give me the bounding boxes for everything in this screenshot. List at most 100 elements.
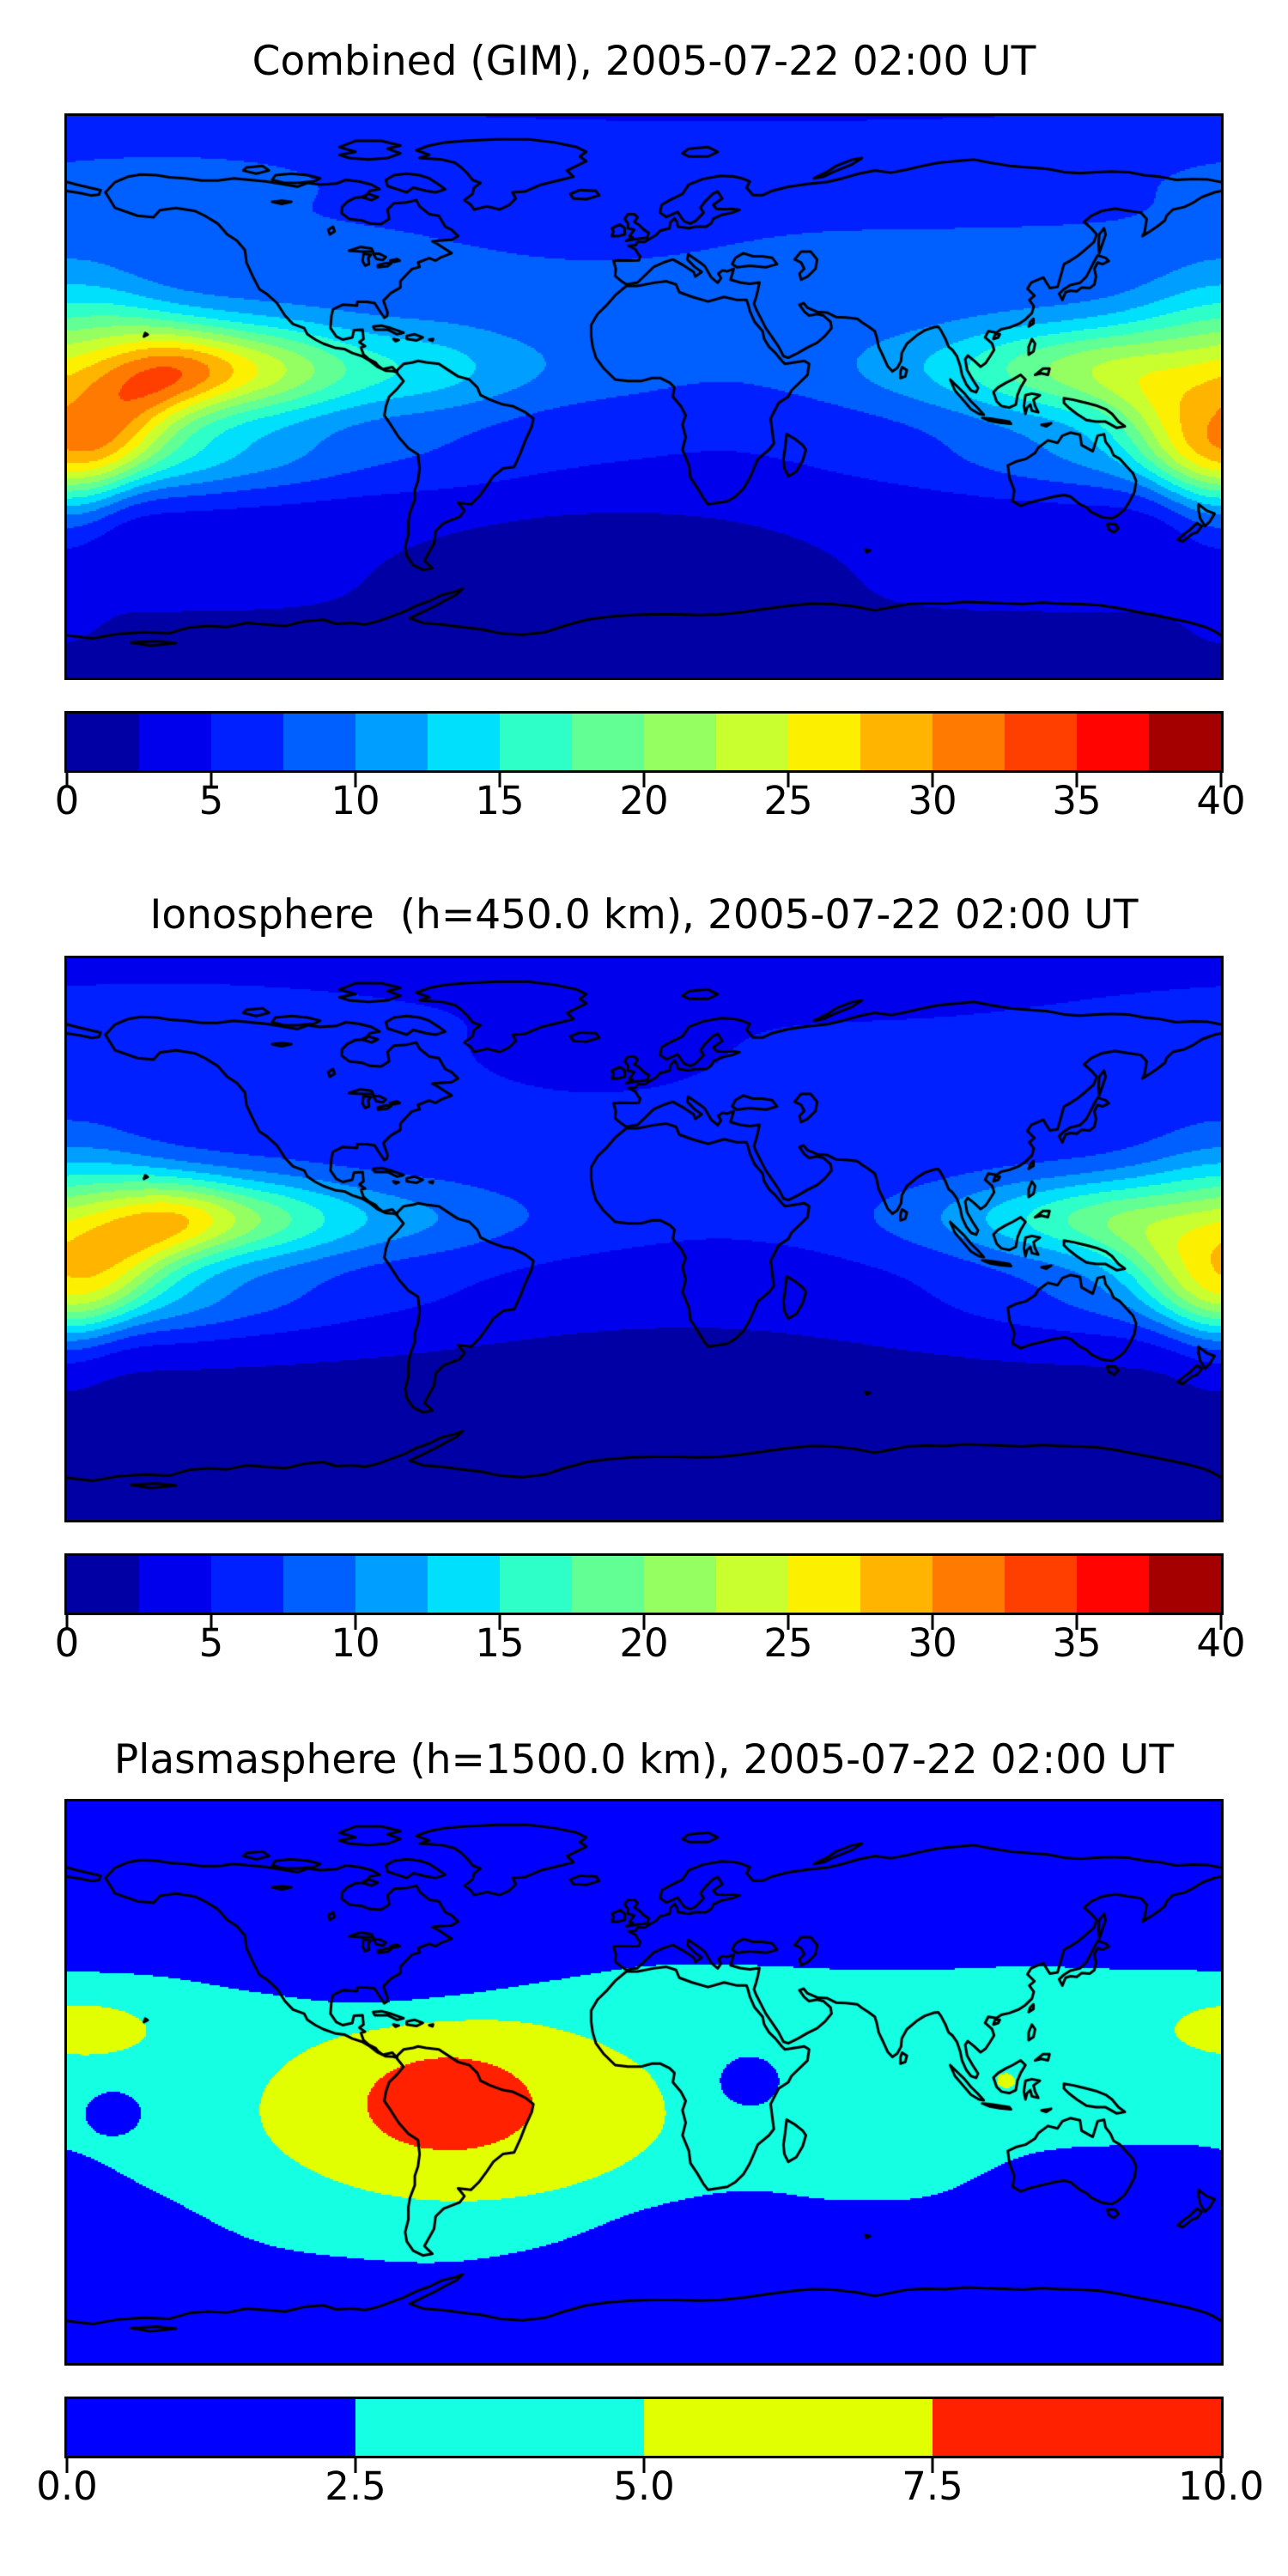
colorbar-tick-mark bbox=[642, 1615, 646, 1630]
colorbar-segment bbox=[67, 2399, 355, 2456]
colorbar-segment bbox=[933, 1556, 1005, 1613]
colorbar-segment bbox=[860, 714, 933, 770]
colorbar-tick-label: 7.5 bbox=[902, 2464, 963, 2509]
colorbar-labels-plasmasphere: 0.0 2.5 5.0 7.5 10.0 bbox=[36, 2464, 1264, 2512]
colorbar-segment bbox=[572, 714, 644, 770]
colorbar-labels-combined: 0 5 10 15 20 25 30 35 40 bbox=[55, 778, 1246, 826]
colorbar-tick-label: 20 bbox=[619, 778, 669, 823]
colorbar-tick-mark bbox=[65, 1615, 69, 1630]
colorbar-segment bbox=[644, 714, 716, 770]
colorbar-tick-label: 10 bbox=[331, 778, 380, 823]
colorbar-segment bbox=[788, 1556, 860, 1613]
colorbar-segment bbox=[644, 1556, 716, 1613]
colorbar-tick-mark bbox=[1219, 2458, 1223, 2473]
colorbar-segment bbox=[1077, 714, 1149, 770]
colorbar-segment bbox=[788, 714, 860, 770]
colorbar-tick-label: 2.5 bbox=[325, 2464, 386, 2509]
colorbar-tick-mark bbox=[787, 1615, 790, 1630]
colorbar-tick-label: 35 bbox=[1052, 1620, 1102, 1666]
colorbar-tick-mark bbox=[354, 1615, 357, 1630]
colorbar-segment bbox=[139, 1556, 211, 1613]
colorbar-segment bbox=[211, 714, 283, 770]
colorbar-segment bbox=[933, 714, 1005, 770]
colorbar-tick-mark bbox=[787, 773, 790, 787]
colorbar-segment bbox=[139, 714, 211, 770]
colorbar-tick-label: 15 bbox=[475, 778, 525, 823]
colorbar-segment bbox=[1149, 1556, 1221, 1613]
colorbar-segment bbox=[355, 2399, 644, 2456]
colorbar-segment bbox=[355, 1556, 428, 1613]
colorbar-tick-label: 20 bbox=[619, 1620, 669, 1666]
panel-title-plasmasphere: Plasmasphere (h=1500.0 km), 2005-07-22 0… bbox=[113, 1736, 1175, 1783]
colorbar-tick-mark bbox=[210, 1615, 213, 1630]
colorbar-tick-mark bbox=[1075, 1615, 1078, 1630]
colorbar-tick-label: 10.0 bbox=[1177, 2464, 1265, 2509]
colorbar-ionosphere bbox=[64, 1553, 1224, 1615]
colorbar-segment bbox=[428, 1556, 500, 1613]
colorbar-combined bbox=[64, 711, 1224, 773]
colorbar-segment bbox=[716, 1556, 788, 1613]
map-canvas-plasmasphere bbox=[67, 1801, 1221, 2363]
colorbar-segment bbox=[1005, 1556, 1077, 1613]
colorbar-ticks-plasmasphere bbox=[65, 2458, 1223, 2473]
colorbar-segment bbox=[1005, 714, 1077, 770]
colorbar-ticks-combined bbox=[65, 773, 1223, 787]
colorbar-segment bbox=[283, 714, 355, 770]
colorbar-tick-label: 0.0 bbox=[36, 2464, 98, 2509]
colorbar-tick-label: 40 bbox=[1196, 1620, 1246, 1666]
colorbar-segment bbox=[283, 1556, 355, 1613]
panel-title-ionosphere: Ionosphere (h=450.0 km), 2005-07-22 02:0… bbox=[149, 891, 1139, 939]
colorbar-tick-mark bbox=[354, 2458, 357, 2473]
map-plasmasphere bbox=[64, 1799, 1224, 2366]
colorbar-segment bbox=[644, 2399, 933, 2456]
colorbar-segment bbox=[716, 714, 788, 770]
colorbar-tick-mark bbox=[931, 1615, 934, 1630]
colorbar-tick-label: 5 bbox=[198, 1620, 224, 1666]
colorbar-tick-label: 0 bbox=[54, 778, 80, 823]
colorbar-segment bbox=[500, 714, 572, 770]
colorbar-swatches-plasmasphere bbox=[67, 2399, 1221, 2456]
colorbar-tick-mark bbox=[65, 773, 69, 787]
colorbar-tick-mark bbox=[931, 773, 934, 787]
colorbar-segment bbox=[67, 1556, 139, 1613]
colorbar-tick-mark bbox=[498, 1615, 501, 1630]
colorbar-tick-label: 30 bbox=[908, 778, 957, 823]
colorbar-segment bbox=[572, 1556, 644, 1613]
colorbar-tick-label: 30 bbox=[908, 1620, 957, 1666]
colorbar-segment bbox=[355, 714, 428, 770]
colorbar-swatches-combined bbox=[67, 714, 1221, 770]
colorbar-tick-mark bbox=[1219, 773, 1223, 787]
map-combined bbox=[64, 113, 1224, 680]
colorbar-tick-label: 40 bbox=[1196, 778, 1246, 823]
colorbar-segment bbox=[933, 2399, 1221, 2456]
colorbar-tick-mark bbox=[65, 2458, 69, 2473]
colorbar-tick-mark bbox=[210, 773, 213, 787]
map-canvas-ionosphere bbox=[67, 958, 1221, 1520]
colorbar-tick-label: 5 bbox=[198, 778, 224, 823]
colorbar-segment bbox=[860, 1556, 933, 1613]
colorbar-tick-mark bbox=[1219, 1615, 1223, 1630]
colorbar-swatches-ionosphere bbox=[67, 1556, 1221, 1613]
colorbar-labels-ionosphere: 0 5 10 15 20 25 30 35 40 bbox=[55, 1620, 1246, 1668]
colorbar-tick-mark bbox=[642, 773, 646, 787]
colorbar-tick-label: 25 bbox=[763, 1620, 813, 1666]
colorbar-plasmasphere bbox=[64, 2397, 1224, 2458]
colorbar-tick-label: 15 bbox=[475, 1620, 525, 1666]
colorbar-tick-label: 0 bbox=[54, 1620, 80, 1666]
colorbar-segment bbox=[67, 714, 139, 770]
colorbar-tick-mark bbox=[354, 773, 357, 787]
colorbar-segment bbox=[428, 714, 500, 770]
colorbar-tick-label: 25 bbox=[763, 778, 813, 823]
colorbar-tick-mark bbox=[642, 2458, 646, 2473]
colorbar-ticks-ionosphere bbox=[65, 1615, 1223, 1630]
colorbar-tick-label: 5.0 bbox=[613, 2464, 675, 2509]
colorbar-tick-label: 35 bbox=[1052, 778, 1102, 823]
colorbar-segment bbox=[211, 1556, 283, 1613]
colorbar-tick-mark bbox=[498, 773, 501, 787]
map-canvas-combined bbox=[67, 116, 1221, 677]
colorbar-segment bbox=[500, 1556, 572, 1613]
panel-title-combined: Combined (GIM), 2005-07-22 02:00 UT bbox=[252, 38, 1036, 85]
map-ionosphere bbox=[64, 956, 1224, 1522]
colorbar-tick-label: 10 bbox=[331, 1620, 380, 1666]
colorbar-segment bbox=[1149, 714, 1221, 770]
